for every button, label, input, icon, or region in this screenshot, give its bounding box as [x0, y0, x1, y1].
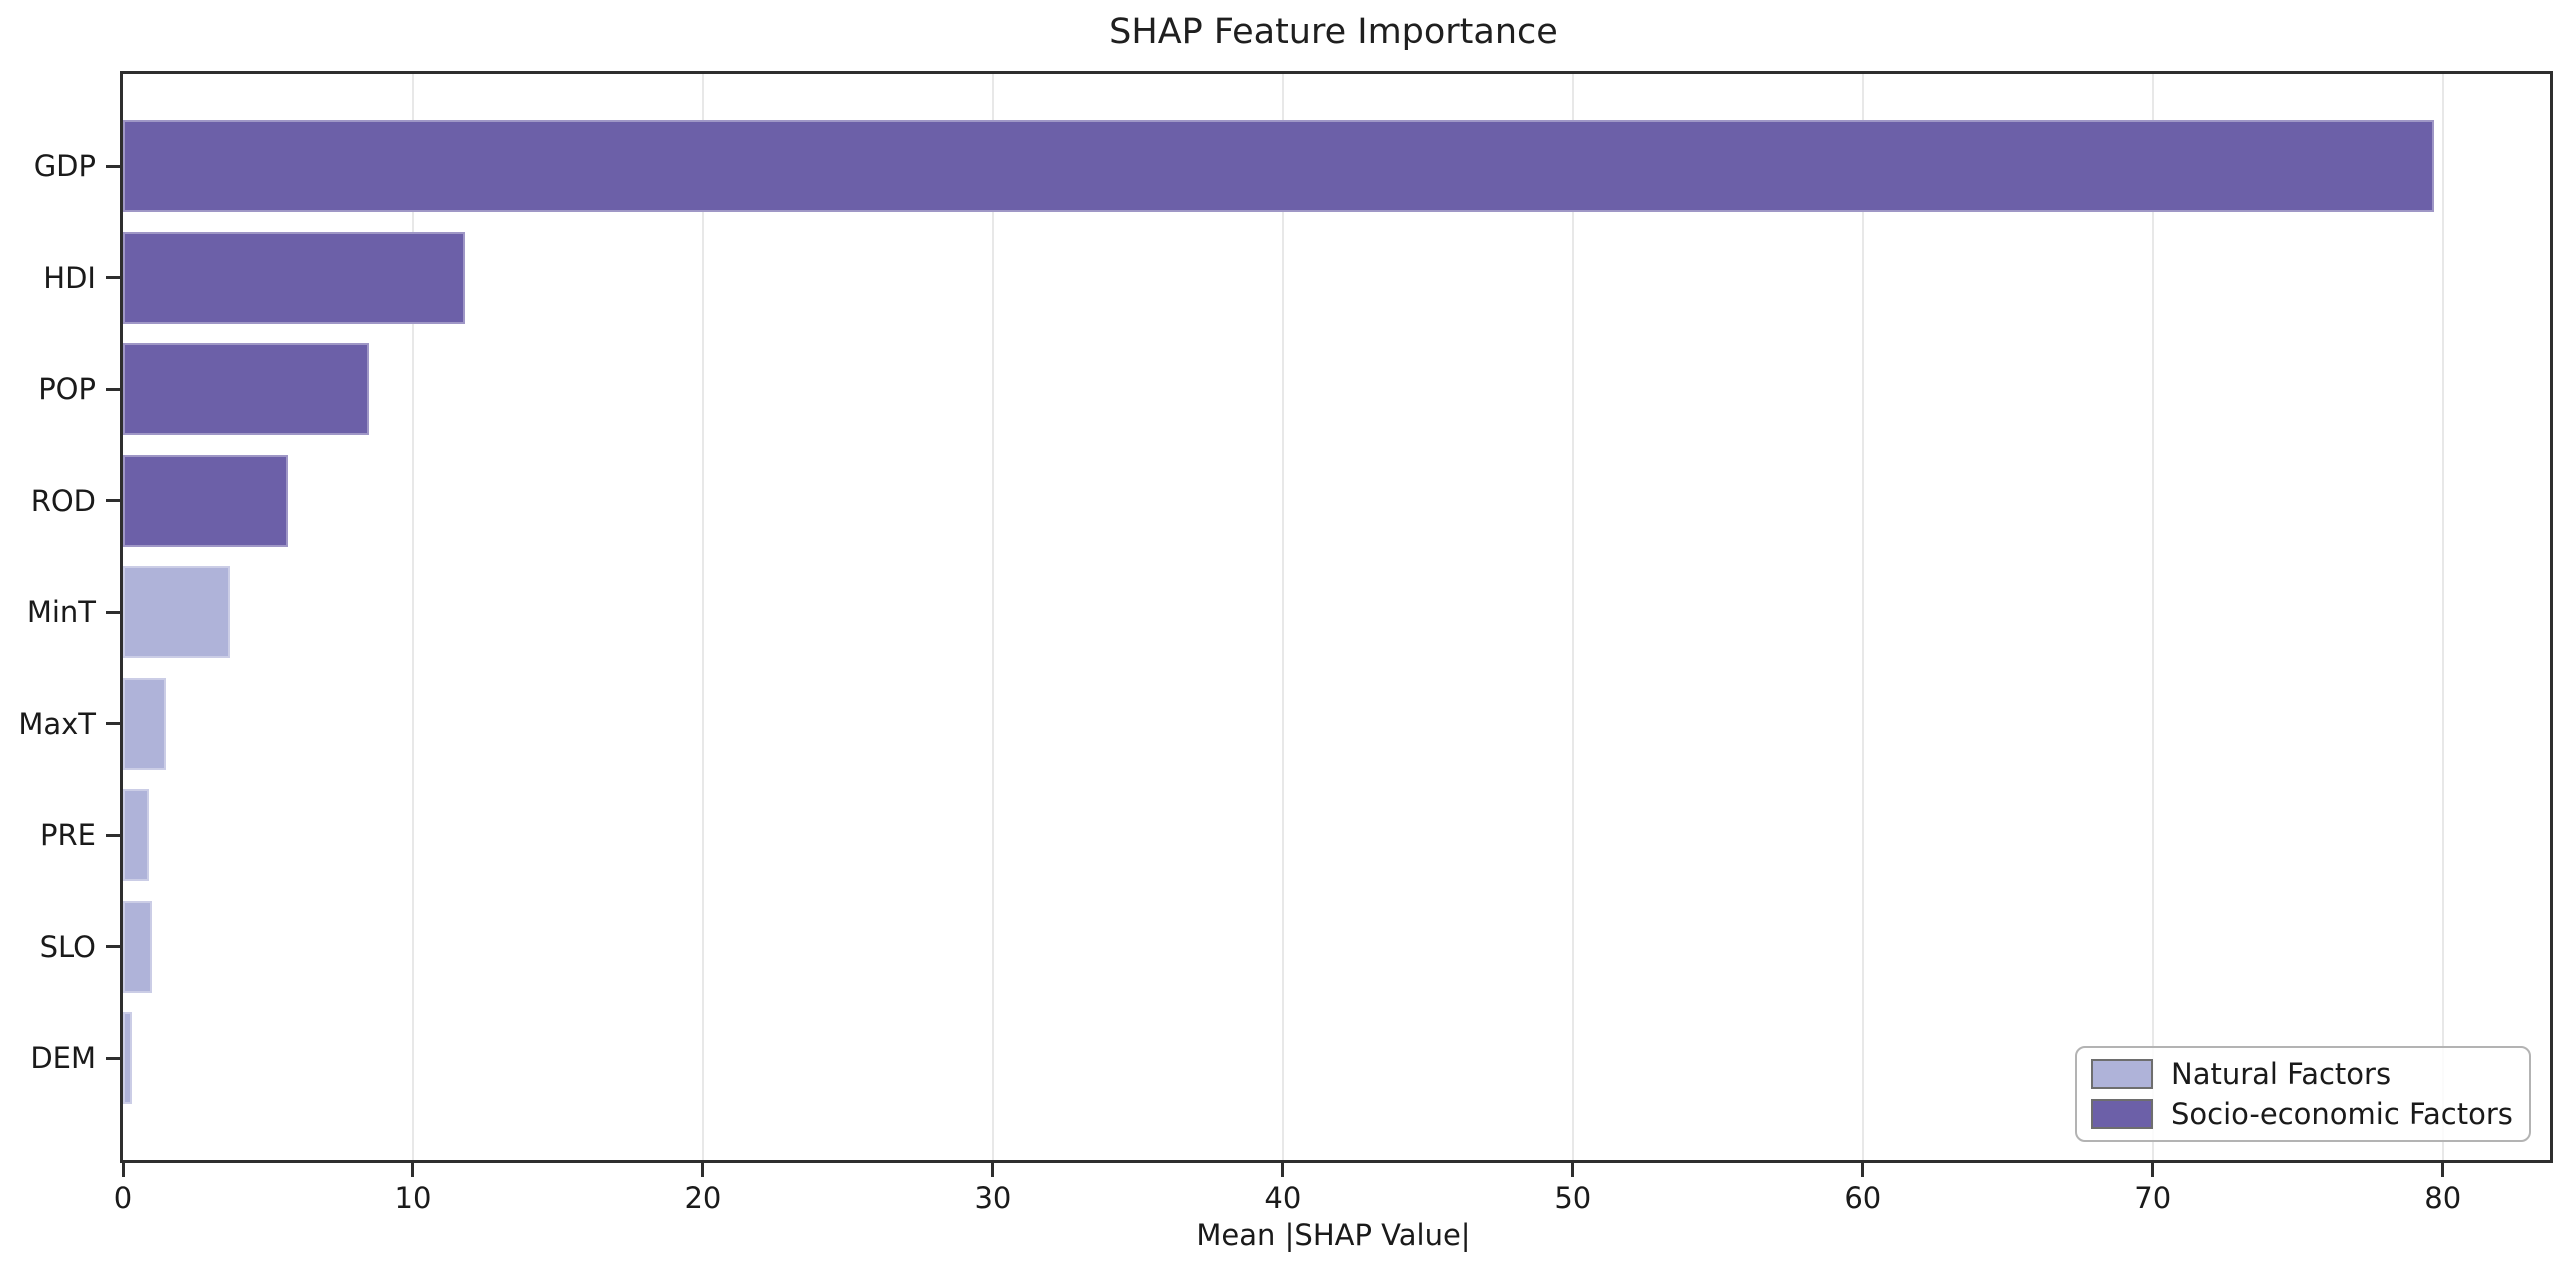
- x-tick-mark: [2151, 1163, 2155, 1177]
- gridline: [1281, 74, 1284, 1160]
- bar-pop: [123, 343, 370, 435]
- plot-area: Natural Factors Socio-economic Factors: [120, 71, 2553, 1163]
- legend-row-socio: Socio-economic Factors: [2091, 1097, 2515, 1131]
- x-tick-label-50: 50: [1554, 1181, 1592, 1215]
- x-tick-mark: [1571, 1163, 1575, 1177]
- y-tick-label-mint: MinT: [26, 595, 96, 629]
- gridline: [2441, 74, 2444, 1160]
- y-tick-mark: [106, 276, 120, 279]
- bar-maxt: [123, 677, 167, 770]
- y-tick-label-pop: POP: [38, 372, 96, 406]
- y-tick-mark: [106, 1056, 120, 1060]
- x-tick-mark: [701, 1163, 705, 1177]
- gridline: [2151, 74, 2154, 1160]
- legend-label-natural: Natural Factors: [2171, 1057, 2392, 1092]
- x-tick-mark: [411, 1163, 415, 1177]
- gridline: [1571, 74, 1574, 1160]
- gridline: [701, 74, 704, 1160]
- bar-slo: [123, 900, 152, 993]
- x-tick-label-20: 20: [684, 1181, 722, 1215]
- x-tick-mark: [1281, 1163, 1285, 1177]
- legend-swatch-natural-icon: [2091, 1059, 2153, 1090]
- x-tick-label-40: 40: [1264, 1181, 1302, 1215]
- x-tick-mark: [2441, 1163, 2445, 1177]
- y-tick-mark: [106, 833, 120, 837]
- y-tick-label-dem: DEM: [30, 1041, 96, 1075]
- x-axis-label: Mean |SHAP Value|: [1196, 1218, 1471, 1252]
- y-tick-mark: [106, 387, 120, 391]
- y-tick-label-hdi: HDI: [43, 260, 96, 295]
- bar-mint: [123, 566, 231, 658]
- bar-pre: [123, 789, 150, 881]
- y-tick-label-slo: SLO: [39, 929, 96, 964]
- y-tick-label-rod: ROD: [30, 483, 96, 518]
- x-tick-mark: [991, 1163, 995, 1177]
- x-tick-label-10: 10: [394, 1181, 432, 1215]
- y-tick-mark: [106, 610, 120, 614]
- legend: Natural Factors Socio-economic Factors: [2075, 1046, 2531, 1142]
- gridline: [1861, 74, 1864, 1160]
- x-tick-mark: [121, 1163, 125, 1177]
- legend-label-socio: Socio-economic Factors: [2171, 1096, 2513, 1131]
- x-tick-label-80: 80: [2424, 1181, 2462, 1215]
- chart-title: SHAP Feature Importance: [1109, 12, 1558, 52]
- gridline: [411, 74, 414, 1160]
- x-tick-label-70: 70: [2134, 1181, 2172, 1215]
- x-tick-mark: [1861, 1163, 1865, 1177]
- legend-swatch-socio-icon: [2091, 1098, 2153, 1129]
- bar-dem: [123, 1012, 132, 1104]
- bar-rod: [123, 454, 289, 547]
- y-tick-label-gdp: GDP: [33, 149, 96, 183]
- y-tick-label-pre: PRE: [40, 818, 96, 852]
- bar-hdi: [123, 231, 466, 324]
- legend-row-natural: Natural Factors: [2091, 1057, 2515, 1091]
- y-tick-mark: [106, 164, 120, 168]
- y-tick-mark: [106, 722, 120, 725]
- bar-gdp: [123, 120, 2434, 212]
- x-tick-label-60: 60: [1844, 1181, 1882, 1215]
- y-tick-mark: [106, 499, 120, 502]
- gridline: [991, 74, 994, 1160]
- y-tick-mark: [106, 945, 120, 948]
- y-tick-label-maxt: MaxT: [18, 706, 96, 741]
- x-tick-label-30: 30: [974, 1181, 1012, 1215]
- x-tick-label-0: 0: [113, 1181, 133, 1215]
